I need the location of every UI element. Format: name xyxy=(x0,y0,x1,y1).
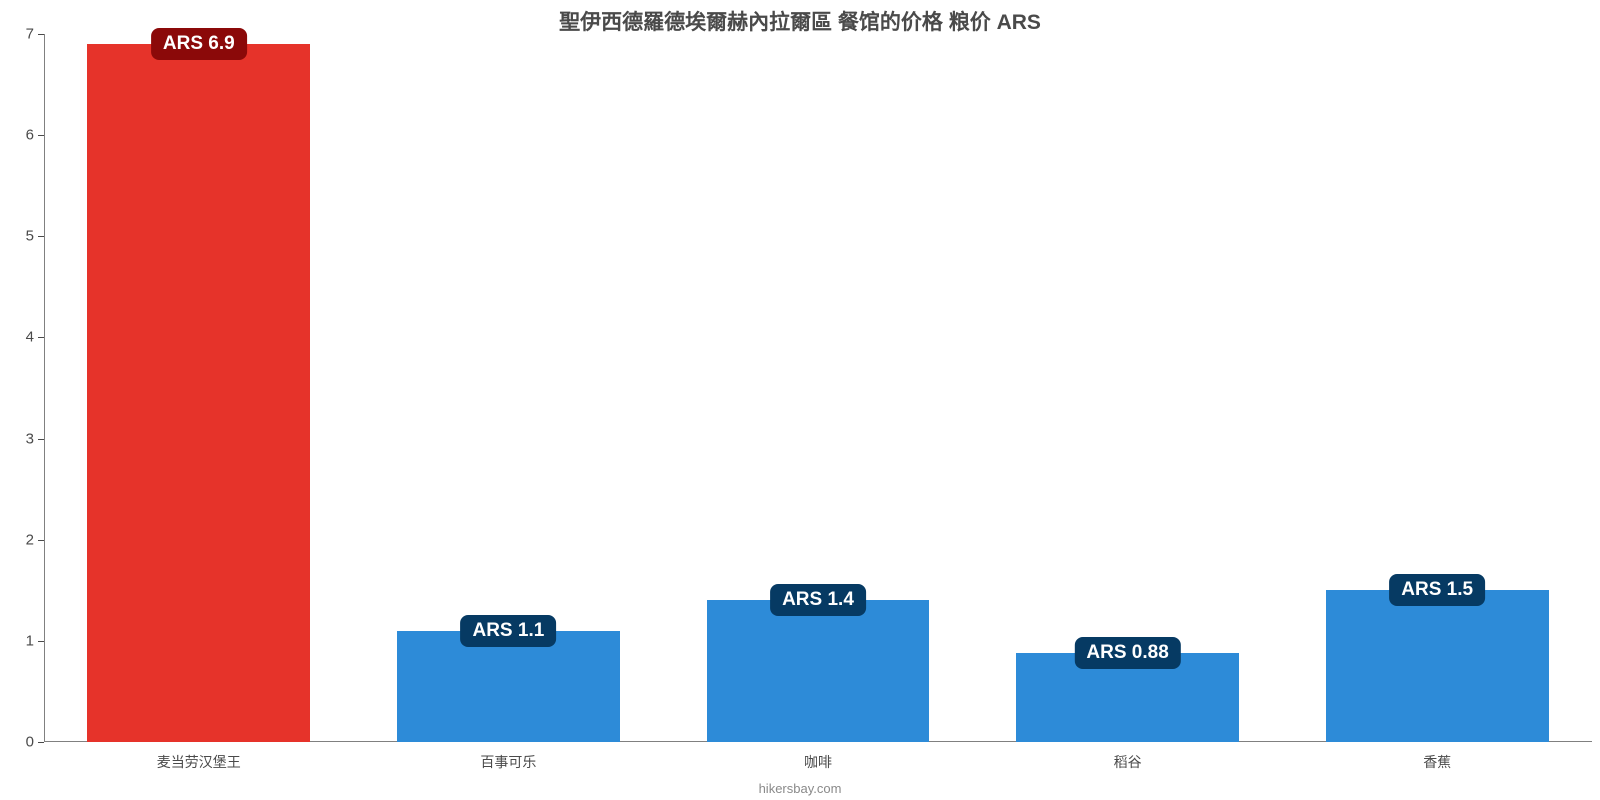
x-tick-label: 百事可乐 xyxy=(480,752,536,772)
x-tick-label: 香蕉 xyxy=(1423,752,1451,772)
y-tick-label: 2 xyxy=(26,531,34,548)
y-tick-label: 3 xyxy=(26,430,34,447)
bar xyxy=(87,44,310,742)
bar-value-label: ARS 6.9 xyxy=(151,28,247,60)
x-tick-label: 咖啡 xyxy=(804,752,832,772)
bar xyxy=(397,631,620,742)
y-tick-label: 7 xyxy=(26,26,34,43)
bar-chart: 聖伊西德羅德埃爾赫內拉爾區 餐馆的价格 粮价 ARS 01234567ARS 6… xyxy=(0,0,1600,800)
y-tick-label: 0 xyxy=(26,734,34,751)
y-tick-label: 6 xyxy=(26,127,34,144)
y-tick-label: 5 xyxy=(26,228,34,245)
bar-value-label: ARS 1.5 xyxy=(1389,574,1485,606)
x-tick-label: 稻谷 xyxy=(1114,752,1142,772)
y-tick-label: 4 xyxy=(26,329,34,346)
bar-value-label: ARS 1.4 xyxy=(770,584,866,616)
y-tick xyxy=(38,742,44,743)
plot-area: 01234567ARS 6.9麦当劳汉堡王ARS 1.1百事可乐ARS 1.4咖… xyxy=(44,34,1592,742)
credit-label: hikersbay.com xyxy=(0,781,1600,796)
bar-slot: ARS 0.88稻谷 xyxy=(973,34,1283,742)
bar-slot: ARS 1.4咖啡 xyxy=(663,34,973,742)
bar-value-label: ARS 1.1 xyxy=(460,615,556,647)
x-tick-label: 麦当劳汉堡王 xyxy=(157,752,241,772)
y-tick-label: 1 xyxy=(26,632,34,649)
bar-slot: ARS 1.5香蕉 xyxy=(1282,34,1592,742)
bar-slot: ARS 1.1百事可乐 xyxy=(354,34,664,742)
bar-slot: ARS 6.9麦当劳汉堡王 xyxy=(44,34,354,742)
bar-value-label: ARS 0.88 xyxy=(1074,637,1180,669)
bar xyxy=(707,600,930,742)
bar xyxy=(1326,590,1549,742)
